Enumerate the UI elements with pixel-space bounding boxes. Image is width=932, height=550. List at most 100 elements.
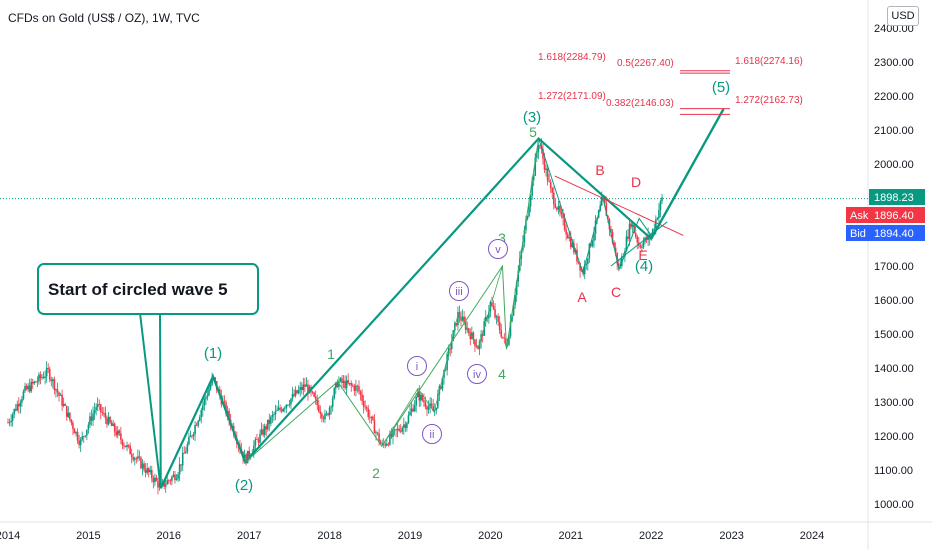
candle-body: [409, 411, 411, 416]
candle-body: [98, 404, 101, 405]
candle-body: [180, 464, 182, 466]
candle-body: [16, 404, 19, 411]
minor-wave-circle: [449, 281, 469, 301]
candle-body: [566, 234, 569, 239]
candle-body: [89, 416, 91, 425]
candle-body: [369, 416, 371, 418]
candle-body: [355, 385, 357, 391]
candle-body: [410, 408, 413, 412]
candle-body: [455, 323, 458, 326]
candle-body: [72, 423, 74, 430]
candle-body: [328, 407, 331, 416]
candle-body: [661, 197, 663, 202]
minor-wave-label: iv: [473, 369, 481, 381]
candle-body: [25, 386, 28, 390]
candle-body: [549, 181, 552, 189]
candle-body: [435, 407, 438, 411]
minor-wave-line: [381, 265, 503, 447]
candle-body: [324, 413, 326, 420]
candle-body: [503, 337, 506, 339]
candle-body: [449, 348, 451, 350]
candle-body: [93, 410, 96, 414]
candle-body: [497, 316, 499, 322]
candle-body: [13, 409, 15, 415]
candle-body: [478, 341, 481, 350]
candle-body: [437, 394, 439, 408]
candle-body: [262, 429, 264, 435]
candle-body: [198, 417, 201, 421]
candle-body: [42, 377, 45, 379]
candle-body: [494, 309, 496, 318]
candle-body: [202, 405, 204, 411]
y-tick-label: 2000.00: [874, 159, 914, 171]
candle-body: [387, 443, 390, 445]
candle-body: [79, 439, 82, 446]
candle-body: [285, 404, 288, 409]
candle-body: [432, 406, 434, 412]
candle-body: [420, 394, 422, 401]
candle-body: [115, 431, 118, 436]
candle-body: [305, 384, 308, 387]
candle-body: [443, 369, 445, 378]
candle-body: [500, 330, 503, 337]
candle-body: [116, 430, 119, 436]
candle-body: [24, 386, 26, 392]
candle-body: [327, 413, 329, 416]
candle-body: [543, 158, 546, 170]
candle-body: [587, 258, 589, 265]
candle-body: [76, 431, 79, 441]
last-price-tag: 1898.23: [869, 189, 925, 205]
candle-body: [556, 207, 558, 210]
x-tick-label: 2015: [76, 530, 100, 542]
candle-body: [384, 443, 387, 446]
triangle-wave-line: [538, 138, 652, 275]
candle-body: [166, 480, 169, 485]
candle-body: [415, 396, 417, 406]
bid-value: 1894.40: [874, 228, 914, 240]
candle-body: [149, 470, 152, 473]
candle-body: [614, 247, 617, 253]
candle-body: [430, 403, 433, 407]
currency-button[interactable]: USD: [887, 6, 919, 26]
candle-body: [625, 236, 628, 252]
candle-body: [10, 420, 12, 423]
candle-body: [203, 399, 206, 406]
candle-body: [266, 419, 269, 430]
intermediate-wave-label: 3: [498, 230, 506, 246]
candle-body: [313, 392, 315, 397]
candle-body: [126, 445, 128, 448]
candle-body: [211, 377, 213, 385]
candle-body: [393, 429, 396, 431]
triangle-wave-label: C: [611, 284, 621, 300]
minor-wave-circle: [488, 239, 508, 259]
candle-body: [112, 423, 114, 426]
candle-body: [254, 439, 257, 446]
intermediate-wave-label: 4: [498, 366, 506, 382]
candle-body: [593, 233, 595, 241]
candle-body: [633, 224, 635, 233]
candle-body: [322, 417, 325, 420]
candle-body: [573, 243, 575, 253]
candle-body: [591, 240, 594, 247]
candle-body: [381, 443, 383, 444]
minor-wave-circle: [422, 424, 442, 444]
candle-body: [440, 385, 442, 389]
candle-body: [288, 404, 291, 406]
candle-body: [585, 264, 588, 265]
candle-body: [406, 422, 408, 429]
candle-body: [348, 383, 351, 384]
candle-body: [429, 403, 431, 407]
candle-body: [67, 412, 70, 417]
candle-body: [526, 216, 529, 220]
candle-body: [347, 380, 349, 384]
candle-body: [333, 388, 336, 399]
primary-wave-label: (4): [635, 258, 653, 275]
candle-body: [300, 387, 303, 391]
candle-body: [39, 374, 42, 378]
candle-body: [605, 203, 608, 216]
candle-body: [297, 390, 300, 394]
candle-body: [290, 398, 292, 405]
candle-body: [90, 416, 93, 421]
